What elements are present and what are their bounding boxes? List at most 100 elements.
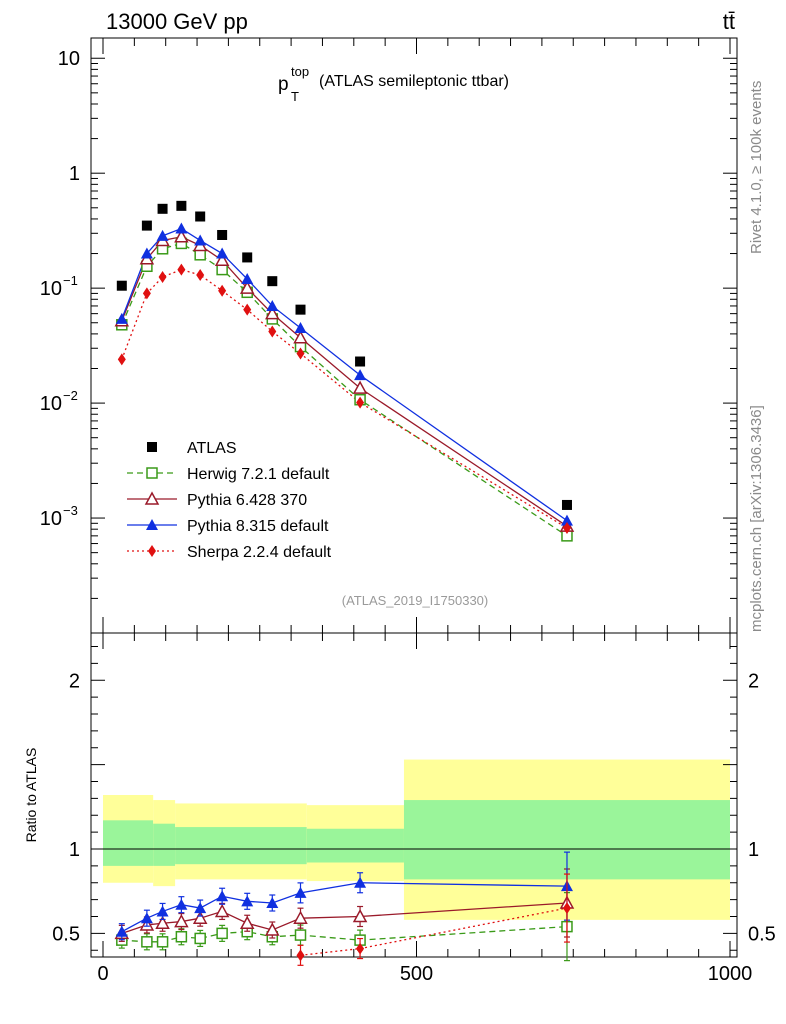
- atlas-data-point: [176, 200, 187, 211]
- legend-marker-3: [148, 545, 156, 557]
- series-point-2: [156, 229, 169, 241]
- series-point-0: [194, 249, 206, 261]
- plot-title: (ATLAS semileptonic ttbar): [319, 73, 509, 90]
- ratio-point-1: [352, 908, 368, 923]
- legend-marker-atlas: [147, 442, 157, 452]
- rivet-version-label: Rivet 4.1.0, ≥ 100k events: [748, 81, 765, 254]
- ratio-point-2: [140, 912, 153, 924]
- legend-label-pythia6: Pythia 6.428 370: [187, 492, 307, 509]
- series-point-2: [175, 222, 188, 234]
- legend: ATLAS Herwig 7.2.1 default Pythia 6.428 …: [127, 440, 332, 561]
- legend-marker-0: [146, 467, 158, 479]
- atlas-data-point: [116, 280, 127, 291]
- atlas-data-point: [242, 252, 253, 263]
- series-point-2: [140, 247, 153, 259]
- ratio-point-2: [175, 898, 188, 910]
- ratio-point-1: [265, 922, 280, 936]
- series-point-2: [294, 322, 307, 334]
- ratio-point-2: [266, 897, 279, 908]
- header-energy-label: 13000 GeV pp: [106, 9, 248, 34]
- ratio-point-2: [156, 905, 169, 917]
- ratio-point-1: [293, 910, 308, 924]
- ratio-point-3: [356, 942, 365, 955]
- ratio-y-tick-label-right: 1: [748, 839, 759, 861]
- ratio-axis-labels: 0.5 0.5 1 1 2 2 0 500 1000: [52, 670, 776, 985]
- main-y-tick-label: 10: [40, 278, 62, 300]
- atlas-data-point: [157, 203, 168, 214]
- ratio-point-0: [216, 927, 228, 940]
- inner-band-segment: [306, 828, 404, 863]
- ratio-point-2: [354, 876, 367, 888]
- series-point-3: [117, 353, 126, 366]
- series-point-3: [243, 303, 252, 316]
- series-point-2: [241, 273, 254, 285]
- plot-title-superscript: top: [291, 64, 309, 79]
- ratio-x-tick-label: 0: [97, 963, 108, 985]
- ratio-y-tick-label: 1: [69, 839, 80, 861]
- inner-band-segment: [175, 827, 307, 865]
- ratio-point-2: [115, 925, 128, 937]
- atlas-data-point: [141, 220, 152, 231]
- main-y-tick-exponent: −3: [63, 503, 78, 518]
- series-point-1: [239, 280, 255, 294]
- ratio-point-3: [296, 949, 305, 962]
- main-series-lines: [121, 227, 568, 537]
- series-point-1: [174, 229, 189, 243]
- legend-label-herwig: Herwig 7.2.1 default: [187, 466, 330, 483]
- legend-label-pythia8: Pythia 8.315 default: [187, 518, 329, 535]
- ratio-point-2: [194, 902, 207, 914]
- ratio-y-tick-label: 0.5: [52, 923, 80, 945]
- series-point-2: [560, 514, 573, 526]
- series-point-2: [115, 312, 128, 324]
- header-process-label: tt̄: [723, 9, 735, 34]
- main-y-tick-label: 10: [58, 48, 80, 70]
- atlas-data-point: [217, 229, 228, 240]
- legend-markers: [127, 442, 177, 557]
- ratio-frame: [90, 632, 738, 958]
- main-y-tick-label: 10: [40, 393, 62, 415]
- ratio-point-0: [141, 936, 153, 948]
- ratio-axes: [90, 632, 738, 958]
- atlas-data-point: [267, 276, 278, 287]
- ratio-point-1: [192, 910, 208, 924]
- ratio-point-2: [241, 895, 254, 907]
- ratio-line-0: [121, 925, 568, 943]
- analysis-watermark: (ATLAS_2019_I1750330): [342, 593, 488, 608]
- series-line-3: [121, 268, 568, 529]
- series-point-3: [296, 347, 305, 360]
- ratio-point-2: [294, 886, 307, 898]
- plot-title-variable: p: [278, 74, 289, 95]
- series-point-3: [562, 521, 571, 534]
- series-point-3: [177, 263, 186, 276]
- ratio-y-tick-label-right: 2: [748, 670, 759, 692]
- ratio-point-1: [214, 903, 230, 918]
- series-point-1: [265, 306, 280, 320]
- main-series-markers: [114, 200, 575, 542]
- series-point-3: [142, 287, 151, 300]
- inner-band-segment: [153, 823, 176, 866]
- ratio-x-tick-label: 500: [400, 963, 433, 985]
- ratio-x-tick-label: 1000: [708, 963, 753, 985]
- series-point-3: [196, 269, 205, 282]
- atlas-data-point: [295, 304, 306, 315]
- ratio-point-2: [216, 890, 229, 902]
- ratio-ylabel: Ratio to ATLAS: [23, 748, 39, 843]
- ratio-point-0: [194, 932, 206, 945]
- series-point-3: [158, 271, 167, 284]
- series-point-1: [352, 380, 368, 394]
- ratio-y-tick-label: 2: [69, 670, 80, 692]
- legend-label-atlas: ATLAS: [187, 440, 237, 457]
- series-point-0: [216, 263, 228, 276]
- ratio-point-3: [562, 902, 571, 915]
- series-point-1: [293, 330, 308, 344]
- main-y-tick-exponent: −1: [63, 273, 78, 288]
- ratio-uncertainty-bands: [103, 759, 730, 920]
- series-point-2: [216, 247, 229, 259]
- series-point-2: [266, 299, 279, 311]
- legend-marker-2: [146, 519, 158, 530]
- ratio-point-1: [155, 915, 170, 929]
- main-y-tick-exponent: −2: [63, 388, 78, 403]
- ratio-line-3: [300, 907, 568, 956]
- ratio-y-tick-label-right: 0.5: [748, 923, 776, 945]
